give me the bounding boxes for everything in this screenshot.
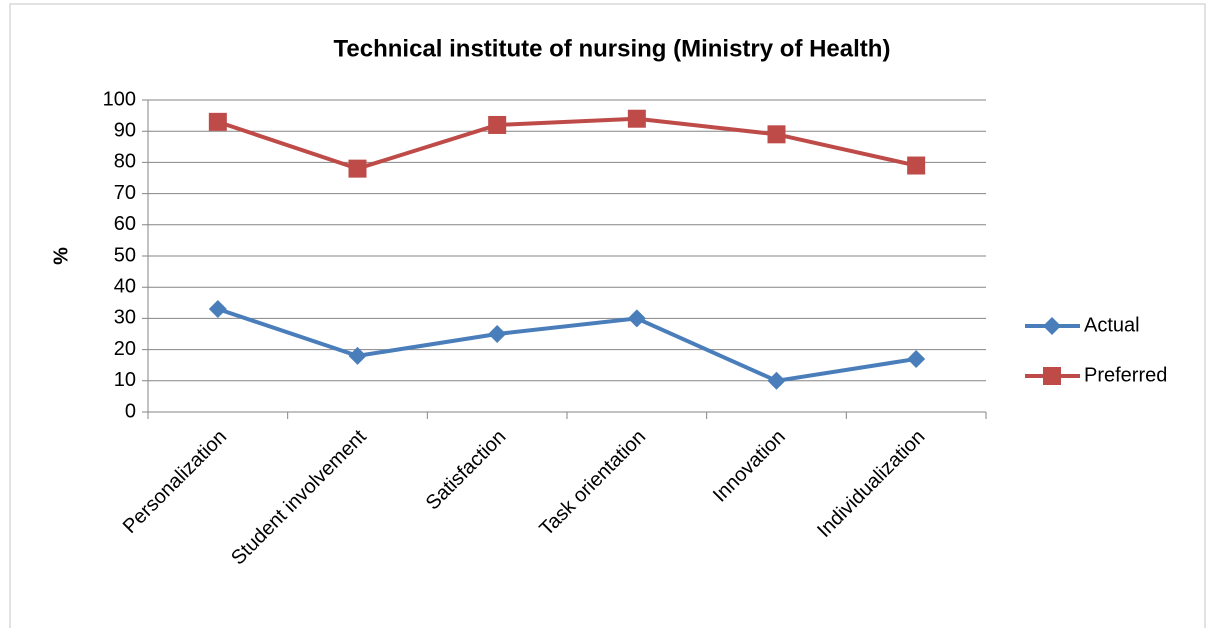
y-tick-label: 10 [114, 369, 136, 391]
chart-title: Technical institute of nursing (Ministry… [334, 35, 891, 62]
marker [907, 349, 926, 368]
marker [627, 109, 646, 128]
y-tick-label: 30 [114, 307, 136, 329]
marker [348, 159, 367, 178]
marker [767, 371, 786, 390]
y-tick-label: 60 [114, 213, 136, 235]
marker [488, 325, 507, 343]
marker [767, 125, 786, 144]
series [208, 109, 926, 178]
chart-frame [9, 3, 1206, 628]
y-tick-label: 40 [114, 275, 136, 297]
legend-marker [1043, 317, 1061, 335]
legend-label: Actual [1084, 314, 1140, 336]
y-tick-label: 70 [114, 182, 136, 204]
marker [208, 112, 227, 131]
y-tick-label: 0 [125, 400, 136, 422]
y-tick-label: 80 [114, 151, 136, 173]
legend-marker [1043, 367, 1061, 385]
marker [488, 115, 507, 134]
series-line [217, 116, 917, 171]
marker [907, 156, 926, 175]
series [208, 300, 926, 390]
marker [627, 309, 646, 328]
y-tick-label: 20 [114, 338, 136, 360]
y-tick-label: 50 [114, 244, 136, 266]
marker [348, 346, 367, 365]
legend-label: Preferred [1084, 364, 1167, 386]
y-tick-label: 90 [114, 119, 136, 141]
y-tick-label: 100 [103, 88, 136, 110]
y-axis-label: % [50, 247, 72, 265]
marker [208, 300, 227, 319]
series-line [217, 307, 917, 383]
